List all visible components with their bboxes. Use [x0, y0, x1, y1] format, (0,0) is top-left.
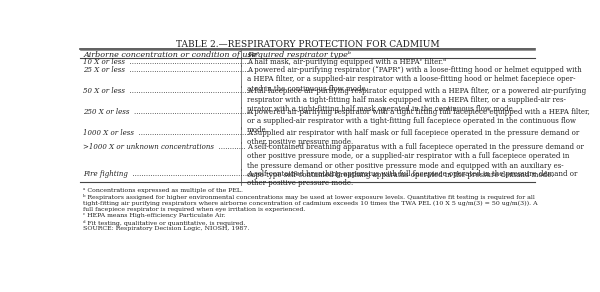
Text: ᵈ Fit testing, qualitative or quantitative, is required.: ᵈ Fit testing, qualitative or quantitati… [83, 220, 246, 226]
Text: A self-contained breathing apparatus with full facepiece operated in the pressur: A self-contained breathing apparatus wit… [247, 170, 577, 187]
Text: tight-fitting air purifying respirators where airborne concentration of cadmium : tight-fitting air purifying respirators … [83, 201, 538, 206]
Text: ᵃ Concentrations expressed as multiple of the PEL.: ᵃ Concentrations expressed as multiple o… [83, 188, 244, 193]
Text: A powered air-purifying respirator with a tight fitting full facepiece equipped : A powered air-purifying respirator with … [247, 108, 590, 134]
Text: Fire fighting  ......................................................: Fire fighting ..........................… [83, 170, 254, 178]
Text: A self-contained breathing apparatus with a full facepiece operated in the press: A self-contained breathing apparatus wit… [247, 143, 584, 179]
Text: A half mask, air-purifying equipped with a HEPAᶜ filter.ᵈ: A half mask, air-purifying equipped with… [247, 58, 446, 66]
Text: 1000 X or less  ....................................................: 1000 X or less .........................… [83, 128, 256, 137]
Text: ᶜ HEPA means High-efficiency Particulate Air.: ᶜ HEPA means High-efficiency Particulate… [83, 213, 226, 218]
Text: A full facepiece air-purifying respirator equipped with a HEPA filter, or a powe: A full facepiece air-purifying respirato… [247, 87, 586, 113]
Text: Required respirator typeᵇ: Required respirator typeᵇ [247, 51, 351, 59]
Text: Airborne concentration or condition of useᵃ: Airborne concentration or condition of u… [83, 51, 260, 59]
Text: >1000 X or unknown concentrations  ............: >1000 X or unknown concentrations ......… [83, 143, 246, 151]
Text: SOURCE: Respiratory Decision Logic, NIOSH, 1987.: SOURCE: Respiratory Decision Logic, NIOS… [83, 226, 250, 231]
Text: A powered air-purifying respirator (“PAPR”) with a loose-fitting hood or helmet : A powered air-purifying respirator (“PAP… [247, 66, 581, 93]
Text: A supplied air respirator with half mask or full facepiece operated in the press: A supplied air respirator with half mask… [247, 128, 580, 146]
Text: 250 X or less  .....................................................: 250 X or less ..........................… [83, 108, 254, 116]
Text: TABLE 2.—RESPIRATORY PROTECTION FOR CADMIUM: TABLE 2.—RESPIRATORY PROTECTION FOR CADM… [176, 39, 439, 48]
Text: 10 X or less  ......................................................: 10 X or less ...........................… [83, 58, 251, 66]
Text: 50 X or less  ......................................................: 50 X or less ...........................… [83, 87, 251, 95]
Text: 25 X or less  ......................................................: 25 X or less ...........................… [83, 66, 251, 74]
Text: full facepiece respirator is required when eye irritation is experienced.: full facepiece respirator is required wh… [83, 207, 306, 212]
Text: ᵇ Respirators assigned for higher environmental concentrations may be used at lo: ᵇ Respirators assigned for higher enviro… [83, 194, 535, 200]
